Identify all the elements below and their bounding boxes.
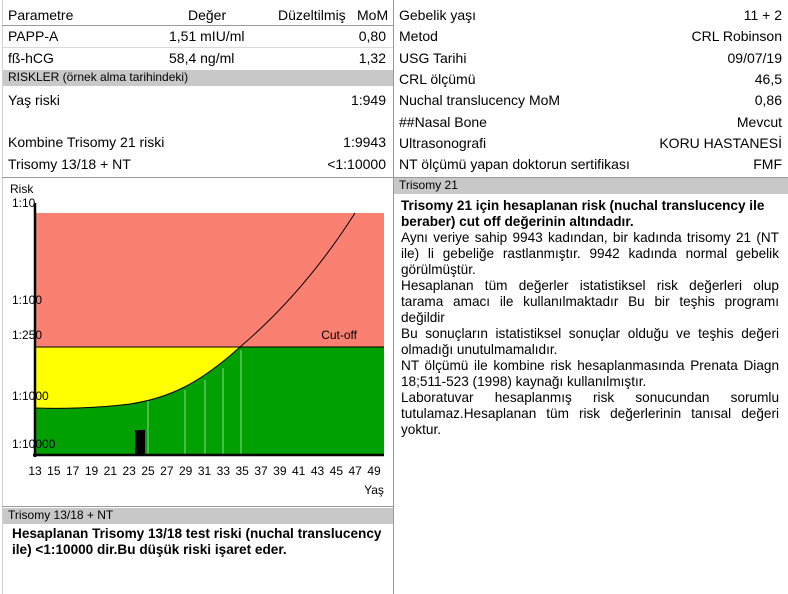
patient-marker [135, 430, 145, 455]
x-tick-label: 17 [66, 464, 80, 478]
y-tick-label: 1:10 [12, 196, 36, 210]
risk-name: Yaş riski [8, 92, 60, 108]
info-label: Metod [399, 28, 438, 45]
t1318-text: Hesaplanan Trisomy 13/18 test riski (nuc… [12, 526, 382, 557]
param-name: PAPP-A [8, 28, 59, 44]
x-tick-label: 43 [311, 464, 325, 478]
x-tick-label: 47 [348, 464, 362, 478]
risk-name: Trisomy 13/18 + NT [8, 156, 131, 172]
t21-paragraph: Hesaplanan tüm değerler istatistiksel ri… [401, 278, 779, 325]
info-value: Mevcut [736, 113, 782, 130]
info-value: KORU HASTANESİ [659, 134, 782, 151]
y-tick-label: 1:100 [12, 293, 42, 307]
header-cell: Düzeltilmiş [278, 7, 346, 23]
x-tick-label: 13 [28, 464, 42, 478]
x-tick-label: 49 [367, 464, 381, 478]
param-value: 1,51 mIU/ml [169, 28, 245, 44]
info-value: 11 + 2 [743, 7, 782, 23]
header-cell: MoM [357, 7, 389, 23]
header-cell: Parametre [8, 7, 74, 23]
x-tick-label: 45 [330, 464, 344, 478]
column-divider [393, 0, 394, 594]
x-tick-label: 31 [198, 464, 212, 478]
x-tick-label: 27 [160, 464, 174, 478]
section-bar: Trisomy 13/18 + NT [3, 508, 393, 524]
y-tick-label: 1:10000 [12, 437, 56, 451]
x-tick-label: 35 [235, 464, 249, 478]
x-tick-label: 21 [104, 464, 118, 478]
t21-paragraph: Laboratuvar hesaplanmış risk sonucundan … [401, 390, 779, 437]
x-tick-label: 19 [85, 464, 99, 478]
header-cell: Değer [188, 7, 227, 23]
t21-paragraph: NT ölçümü ile kombine risk hesaplanmasın… [401, 358, 779, 389]
info-value: 46,5 [754, 70, 782, 87]
row-line [2, 25, 393, 26]
param-value: 58,4 ng/ml [169, 50, 235, 66]
info-label: Ultrasonografi [399, 134, 487, 151]
y-axis-label: Risk [10, 182, 34, 196]
row-line [2, 177, 788, 178]
param-name: fß-hCG [8, 50, 54, 66]
intermediate-zone [35, 347, 240, 409]
risk-value: 1:949 [350, 92, 386, 108]
info-label: Nuchal translucency MoM [399, 92, 561, 109]
info-label: NT ölçümü yapan doktorun sertifikası [399, 156, 630, 173]
info-value: 0,86 [754, 92, 782, 109]
x-tick-label: 39 [273, 464, 287, 478]
risk-name: Kombine Trisomy 21 riski [8, 134, 165, 150]
x-tick-label: 41 [292, 464, 306, 478]
risk-value: 1:9943 [343, 134, 386, 150]
x-tick-label: 29 [179, 464, 193, 478]
t21-paragraph: Aynı veriye sahip 9943 kadından, bir kad… [401, 230, 779, 277]
y-tick-label: 1:250 [12, 328, 42, 342]
x-tick-label: 37 [254, 464, 268, 478]
info-value: 09/07/19 [727, 49, 783, 66]
cutoff-label: Cut-off [321, 328, 357, 342]
t21-paragraph: Bu sonuçların istatistiksel sonuçlar old… [401, 326, 779, 357]
x-tick-label: 23 [122, 464, 136, 478]
x-axis-label: Yaş [364, 483, 384, 497]
x-tick-label: 25 [141, 464, 155, 478]
info-label: USG Tarihi [399, 49, 467, 66]
section-bar: Trisomy 21 [394, 178, 788, 194]
x-tick-label: 15 [47, 464, 61, 478]
info-label: Gebelik yaşı [399, 7, 477, 23]
info-value: FMF [753, 156, 782, 173]
row-line [2, 47, 393, 48]
risk-curve [34, 212, 356, 409]
param-mom: 1,32 [358, 50, 386, 66]
risk-value: <1:10000 [327, 156, 386, 172]
row-line [2, 506, 393, 507]
age-lines [147, 350, 242, 455]
info-label: CRL ölçümü [399, 70, 476, 87]
x-tick-label: 33 [217, 464, 231, 478]
risk-chart: Risk Yaş Cut-off 1:10 1:100 1:250 1:1000 1:1… [3, 181, 391, 505]
info-label: ##Nasal Bone [399, 113, 487, 130]
left-border [2, 0, 3, 594]
y-tick-label: 1:1000 [12, 389, 49, 403]
high-risk-zone [35, 213, 384, 347]
section-bar: RISKLER (örnek alma tarihindeki) [3, 70, 393, 86]
t21-heading: Trisomy 21 için hesaplanan risk (nuchal … [401, 198, 765, 229]
t21-text: Trisomy 21 için hesaplanan risk (nuchal … [401, 198, 779, 438]
info-value: CRL Robinson [691, 28, 782, 45]
param-mom: 0,80 [358, 28, 386, 44]
